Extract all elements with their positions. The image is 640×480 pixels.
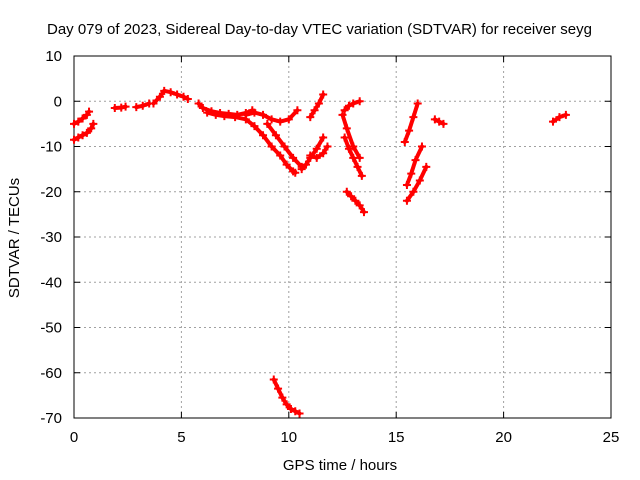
y-tick-label: -30 (40, 229, 62, 246)
series-arc-8 (241, 106, 302, 126)
y-tick-label: -10 (40, 139, 62, 156)
x-tick-label: 0 (70, 429, 78, 446)
x-tick-label: 20 (495, 429, 512, 446)
series-arc-12 (306, 142, 332, 162)
point-trail (411, 178, 422, 194)
series-arc-1 (70, 107, 94, 128)
series-arc-11 (306, 90, 328, 122)
data-point (439, 119, 448, 128)
series-arc-4 (132, 99, 154, 112)
series-arc-20 (430, 115, 448, 128)
point-trail (273, 133, 287, 149)
series-arc-14 (340, 133, 366, 180)
data-point (417, 142, 426, 151)
x-tick-label: 5 (177, 429, 185, 446)
y-axis-label: SDTVAR / TECUs (6, 178, 23, 298)
point-trail (269, 144, 283, 158)
data-point (359, 208, 368, 217)
data-point (293, 106, 302, 115)
data-point (413, 99, 422, 108)
data-point (295, 409, 304, 418)
point-trail (344, 126, 356, 149)
series-arc-22 (269, 375, 304, 418)
y-tick-label: 0 (54, 93, 62, 110)
point-trail (291, 155, 304, 169)
y-tick-label: -70 (40, 410, 62, 427)
y-tick-label: -60 (40, 365, 62, 382)
series-arc-13 (338, 110, 364, 162)
series-arc-7 (203, 108, 300, 177)
x-tick-label: 15 (388, 429, 405, 446)
point-trail (252, 124, 266, 138)
x-tick-label: 10 (280, 429, 297, 446)
x-axis-label: GPS time / hours (283, 457, 397, 474)
point-trail (286, 108, 300, 122)
y-tick-label: -40 (40, 274, 62, 291)
data-point (319, 90, 328, 99)
data-point (323, 142, 332, 151)
data-point (291, 168, 300, 177)
series-arc-3 (110, 102, 130, 113)
point-trail (282, 144, 296, 160)
chart-title: Day 079 of 2023, Sidereal Day-to-day VTE… (47, 21, 592, 38)
point-trail (261, 133, 274, 149)
data-point (183, 94, 192, 103)
data-point (355, 97, 364, 106)
point-trail (351, 144, 362, 160)
point-trail (265, 121, 278, 138)
axis-ticks: 0 5 10 15 20 25 10 0 -10 -20 -30 -40 -50 -60 -70 (40, 48, 619, 446)
data-points (70, 86, 570, 418)
series-arc-15 (340, 97, 364, 115)
y-tick-label: -50 (40, 320, 62, 337)
point-trail (417, 164, 429, 183)
data-point (121, 102, 130, 111)
series-arc-19 (402, 162, 431, 205)
data-point (319, 133, 328, 142)
data-point (89, 119, 98, 128)
series-arc-16 (342, 187, 368, 217)
series-arc-18 (402, 142, 426, 189)
y-tick-label: -20 (40, 184, 62, 201)
data-point (357, 171, 366, 180)
point-trail (413, 144, 424, 163)
data-point (422, 162, 431, 171)
point-trail (314, 135, 326, 151)
x-tick-label: 25 (603, 429, 620, 446)
data-point (561, 110, 570, 119)
series-arc-2 (70, 119, 98, 144)
data-point (85, 107, 94, 116)
series-arc-17 (400, 99, 422, 146)
series-arc-21 (549, 110, 570, 126)
series-arc-5 (149, 86, 192, 108)
y-tick-label: 10 (45, 48, 62, 65)
